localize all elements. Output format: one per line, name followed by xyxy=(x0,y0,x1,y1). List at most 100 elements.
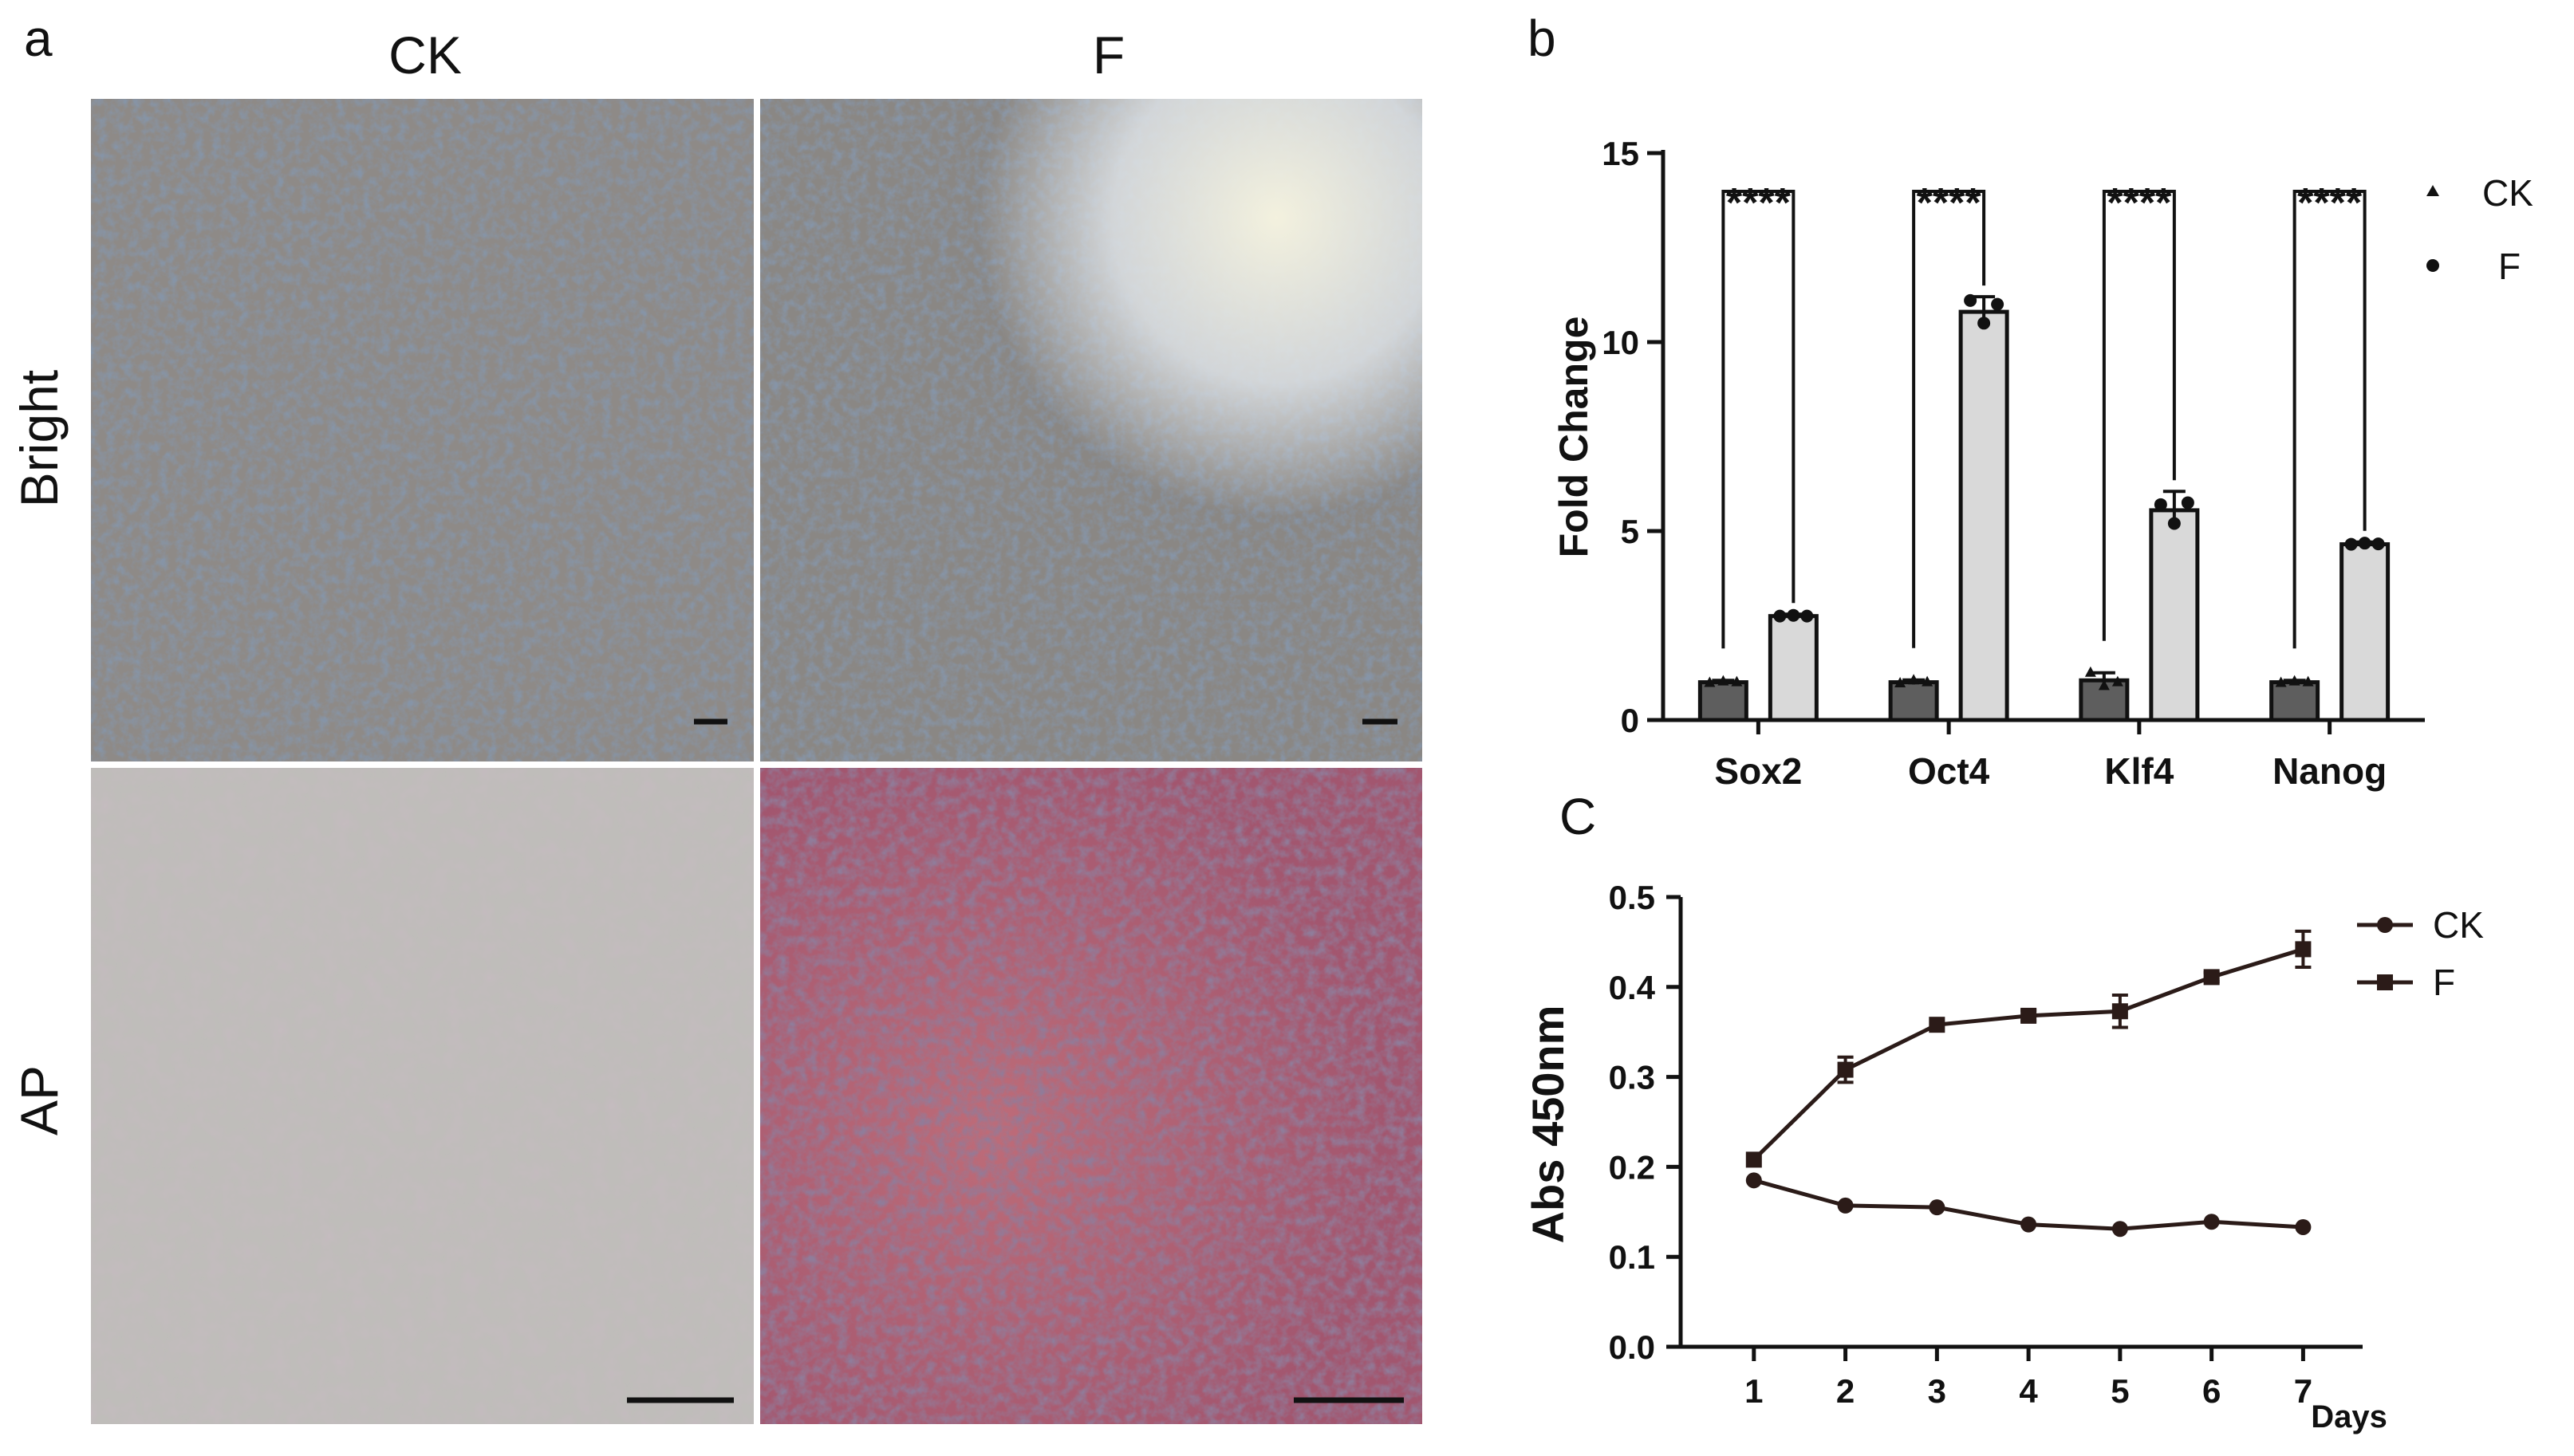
chart-c-plot: 0.0 0.1 0.2 0.3 0.4 0.5 1 2 3 4 5 6 7 CK F xyxy=(1609,879,2485,1410)
chart-c-x-tick-label: 1 xyxy=(1744,1372,1763,1410)
micrograph-ap-f xyxy=(760,768,1422,1424)
panel-a: a CK F Bright AP xyxy=(10,10,1422,1424)
chart-b-significance-bracket xyxy=(1721,190,1795,649)
chart-c-point-ck xyxy=(1745,1172,1762,1189)
chart-c-point-f xyxy=(2111,1003,2128,1020)
chart-b-point-ck xyxy=(2111,675,2123,687)
chart-b-point-f xyxy=(2154,498,2167,511)
chart-b-y-tick-label: 15 xyxy=(1602,135,1639,172)
chart-b-bar-f xyxy=(1768,614,1819,722)
chart-b-point-f xyxy=(1787,608,1800,622)
chart-b-significance-bracket xyxy=(2292,190,2367,649)
chart-b-bar-f xyxy=(2149,508,2200,722)
chart-b-point-ck xyxy=(2288,675,2300,686)
chart-b-significance-bracket xyxy=(1912,190,1986,648)
chart-c-x-tick-label: 3 xyxy=(1928,1372,1946,1410)
chart-c-x-tick-label: 7 xyxy=(2294,1372,2312,1410)
chart-c-y-tick-label: 0.4 xyxy=(1609,969,1656,1006)
chart-b-point-ck xyxy=(1717,675,1729,686)
panel-b: b Fold Change 0 5 10 15 Sox2 **** Oct4 **** Klf4… xyxy=(1527,10,2533,792)
chart-b-point-ck xyxy=(1731,675,1743,687)
chart-c-y-tick-label: 0.3 xyxy=(1609,1059,1655,1096)
chart-b-significance-label: **** xyxy=(1917,180,1982,226)
col-header-f: F xyxy=(1093,26,1125,85)
chart-c-y-tick-label: 0.0 xyxy=(1609,1328,1655,1366)
chart-b-y-label: Fold Change xyxy=(1551,317,1596,558)
chart-b-point-f xyxy=(2344,537,2358,551)
chart-c-point-ck xyxy=(1837,1197,1854,1214)
chart-b-plot: 0 5 10 15 Sox2 **** Oct4 **** Klf4 **** Nanog **** C… xyxy=(1602,135,2533,792)
chart-c-point-ck xyxy=(1929,1199,1945,1216)
chart-c-legend-label-ck: CK xyxy=(2433,904,2484,946)
chart-b-point-f xyxy=(2181,496,2194,510)
chart-b-point-ck xyxy=(2275,676,2287,687)
chart-b-point-f xyxy=(2167,517,2181,530)
chart-b-legend-label-f: F xyxy=(2498,246,2521,287)
chart-c-point-ck xyxy=(2111,1221,2128,1238)
chart-b-category-label: Klf4 xyxy=(2104,750,2174,792)
chart-c-y-label: Abs 450nm xyxy=(1523,1005,1573,1244)
chart-b-point-f xyxy=(2358,537,2371,550)
chart-c-point-f xyxy=(2020,1007,2037,1024)
panel-a-letter: a xyxy=(24,10,53,67)
chart-c-y-tick-label: 0.1 xyxy=(1609,1238,1655,1276)
chart-b-y-tick-label: 0 xyxy=(1621,702,1639,739)
chart-b-category-label: Oct4 xyxy=(1908,750,1990,792)
micrograph-bright-f xyxy=(760,99,1422,761)
chart-b-legend-marker-f xyxy=(2426,259,2439,272)
panel-b-letter: b xyxy=(1527,10,1556,67)
chart-b-point-f xyxy=(1773,609,1787,623)
chart-b-y-tick-label: 5 xyxy=(1621,513,1639,550)
chart-b-point-f xyxy=(2371,537,2385,551)
chart-c-point-f xyxy=(2203,969,2220,986)
chart-b-point-ck xyxy=(2084,666,2096,677)
chart-b-bar-f xyxy=(1958,309,2009,722)
chart-b-significance-label: **** xyxy=(2297,180,2363,226)
chart-c-point-f xyxy=(1837,1061,1854,1078)
chart-c-y-tick-label: 0.2 xyxy=(1609,1148,1655,1186)
chart-b-y-tick-label: 10 xyxy=(1602,324,1639,361)
chart-c-point-f xyxy=(1929,1017,1945,1033)
chart-c-point-ck xyxy=(2295,1218,2312,1235)
chart-c-legend-label-f: F xyxy=(2433,962,2455,1003)
chart-b-bar-ck xyxy=(2269,680,2320,722)
chart-c-x-tick-label: 2 xyxy=(1836,1372,1855,1410)
row-header-bright: Bright xyxy=(10,370,69,507)
chart-b-point-ck xyxy=(1704,676,1716,687)
micrograph-ap-ck xyxy=(91,768,754,1424)
chart-c-legend-marker-f xyxy=(2377,974,2393,990)
chart-b-point-ck xyxy=(2098,679,2110,691)
chart-c-x-tick-label: 5 xyxy=(2111,1372,2129,1410)
col-header-ck: CK xyxy=(388,26,462,85)
chart-c-x-tick-label: 6 xyxy=(2202,1372,2221,1410)
chart-b-category-label: Nanog xyxy=(2272,750,2387,792)
chart-c-x-label: Days xyxy=(2311,1399,2387,1434)
chart-b-point-ck xyxy=(1908,674,1920,685)
chart-c-point-ck xyxy=(2203,1214,2220,1230)
chart-b-significance-label: **** xyxy=(1726,180,1792,226)
chart-c-point-f xyxy=(1745,1151,1762,1168)
chart-b-point-f xyxy=(1964,293,1977,307)
chart-b-point-ck xyxy=(2302,675,2314,687)
chart-b-legend-marker-ck xyxy=(2426,185,2439,196)
panel-c-letter: C xyxy=(1559,788,1596,845)
chart-c-point-ck xyxy=(2020,1216,2037,1233)
chart-b-bar-ck xyxy=(1888,680,1939,722)
chart-c-line-f xyxy=(1752,947,2304,1162)
chart-b-point-f xyxy=(1977,317,1991,330)
chart-c-legend-marker-ck xyxy=(2377,917,2393,933)
chart-b-significance-label: **** xyxy=(2107,180,2172,226)
chart-b-bar-f xyxy=(2339,542,2391,722)
chart-b-point-f xyxy=(1800,609,1814,623)
chart-b-point-ck xyxy=(1922,675,1933,687)
chart-b-point-f xyxy=(1991,297,2004,311)
chart-b-legend-label-ck: CK xyxy=(2482,172,2533,214)
chart-b-category-label: Sox2 xyxy=(1714,750,1802,792)
micrograph-bright-ck xyxy=(91,99,754,761)
row-header-ap: AP xyxy=(10,1065,69,1135)
chart-c-point-f xyxy=(2295,941,2312,958)
panel-c: C Abs 450nm Days 0.0 0.1 0.2 0.3 0.4 0.5 1 2 3 4 5… xyxy=(1523,788,2484,1434)
chart-b-bar-ck xyxy=(1697,680,1748,722)
chart-c-y-tick-label: 0.5 xyxy=(1609,879,1655,916)
